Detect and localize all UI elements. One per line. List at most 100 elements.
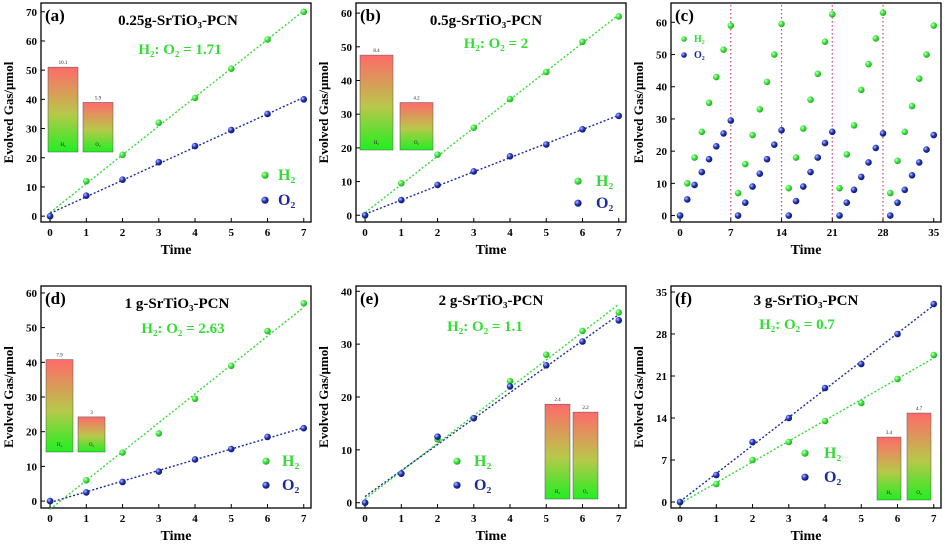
o2-data-point <box>843 199 851 206</box>
y-tick-label: 60 <box>656 17 668 29</box>
h2-data-point <box>836 184 843 192</box>
x-tick-label: 5 <box>229 227 235 239</box>
h2-data-point <box>720 46 727 53</box>
legend-o2-marker <box>262 481 270 489</box>
inset-bar-value: 8.4 <box>373 49 380 54</box>
y-tick-label: 0 <box>347 210 353 222</box>
legend-o2-label: O₂ <box>694 50 705 61</box>
x-axis-title: Time <box>476 243 507 258</box>
inset-bar <box>572 411 599 500</box>
inset-bar <box>906 412 932 501</box>
o2-data-point <box>930 131 938 139</box>
y-tick-label: 30 <box>26 392 38 404</box>
o2-data-point <box>785 212 793 219</box>
legend-h2-label: H₂ <box>474 453 491 470</box>
y-axis-title: Evolved Gas/μmol <box>631 346 646 448</box>
y-tick-label: 50 <box>26 323 38 335</box>
h2-data-point <box>857 86 865 94</box>
o2-data-point <box>857 173 865 181</box>
h2-data-point <box>930 351 938 359</box>
h2-data-point <box>470 124 478 131</box>
h2-data-point <box>930 22 938 29</box>
inset-bar-value: 3.4 <box>886 431 893 436</box>
o2-data-point <box>705 155 713 163</box>
y-tick-label: 20 <box>341 143 353 155</box>
h2-fit-line <box>679 357 935 505</box>
x-axis-title: Time <box>161 243 192 258</box>
legend-o2-marker <box>801 473 809 481</box>
o2-data-point <box>615 112 623 120</box>
h2-data-point <box>506 377 514 385</box>
h2-data-point <box>807 96 814 103</box>
y-tick-label: 14 <box>656 413 668 425</box>
y-tick-label: 40 <box>341 286 353 298</box>
o2-data-point <box>227 126 235 134</box>
y-tick-label: 10 <box>341 177 353 189</box>
o2-data-point <box>470 414 478 422</box>
h2-data-point <box>705 99 713 107</box>
legend-o2-label: O₂ <box>824 469 841 486</box>
x-tick-label: 6 <box>580 227 586 239</box>
y-tick-label: 10 <box>26 182 38 194</box>
x-axis-title: Time <box>791 529 822 544</box>
ratio-label: H₂: O₂ = 2.63 <box>141 321 224 337</box>
legend-o2-marker <box>261 196 269 204</box>
x-tick-label: 7 <box>301 513 307 525</box>
inset-bar-value: 3 <box>90 411 93 416</box>
o2-data-point <box>264 110 271 118</box>
legend-h2-label: H₂ <box>694 34 705 45</box>
o2-fit-line <box>49 426 304 504</box>
o2-fit-line <box>364 314 620 498</box>
x-tick-label: 6 <box>580 513 586 525</box>
x-tick-label: 1 <box>84 227 90 239</box>
o2-data-point <box>857 360 865 368</box>
y-tick-label: 21 <box>656 371 667 383</box>
h2-data-point <box>821 417 829 425</box>
y-tick-label: 30 <box>341 339 353 351</box>
x-tick-label: 0 <box>677 513 683 525</box>
x-tick-label: 0 <box>362 513 368 525</box>
o2-data-point <box>684 196 691 203</box>
h2-data-point <box>923 51 930 58</box>
inset-bar <box>359 54 394 151</box>
o2-data-point <box>734 212 742 219</box>
x-tick-label: 21 <box>827 227 838 239</box>
h2-data-point <box>749 456 756 464</box>
o2-data-point <box>119 478 126 486</box>
h2-data-point <box>506 95 514 103</box>
o2-data-point <box>83 489 90 496</box>
o2-data-point <box>749 183 756 190</box>
o2-data-point <box>264 433 271 441</box>
y-tick-label: 10 <box>26 461 38 473</box>
h2-data-point <box>749 131 756 139</box>
inset-bar-label: O₂ <box>89 443 95 448</box>
inset-bar-value: 4.7 <box>916 407 923 412</box>
h2-data-point <box>763 78 771 86</box>
inset-bar-label: H₂ <box>555 490 561 495</box>
legend-o2-label: O₂ <box>596 195 613 212</box>
o2-data-point <box>749 438 756 446</box>
h2-data-point <box>814 70 822 78</box>
y-tick-label: 0 <box>32 211 38 223</box>
inset-bar <box>47 66 79 153</box>
o2-data-point <box>83 192 90 200</box>
o2-data-point <box>785 414 793 422</box>
y-axis-title: Evolved Gas/μmol <box>316 346 331 448</box>
o2-data-point <box>894 199 901 206</box>
h2-data-point <box>865 60 872 68</box>
o2-data-point <box>814 154 822 161</box>
o2-data-point <box>46 212 54 220</box>
h2-data-point <box>821 38 829 45</box>
h2-data-point <box>83 177 90 185</box>
x-tick-label: 7 <box>301 227 307 239</box>
o2-data-point <box>579 126 586 133</box>
h2-data-point <box>191 395 199 403</box>
panel-letter: (b) <box>360 6 381 25</box>
x-axis-title: Time <box>791 243 822 258</box>
y-axis-title: Evolved Gas/μmol <box>631 61 646 163</box>
h2-fit-line <box>364 14 620 214</box>
o2-data-point <box>865 159 872 166</box>
y-tick-label: 60 <box>26 36 38 48</box>
inset-bar-label: O₂ <box>583 490 589 495</box>
